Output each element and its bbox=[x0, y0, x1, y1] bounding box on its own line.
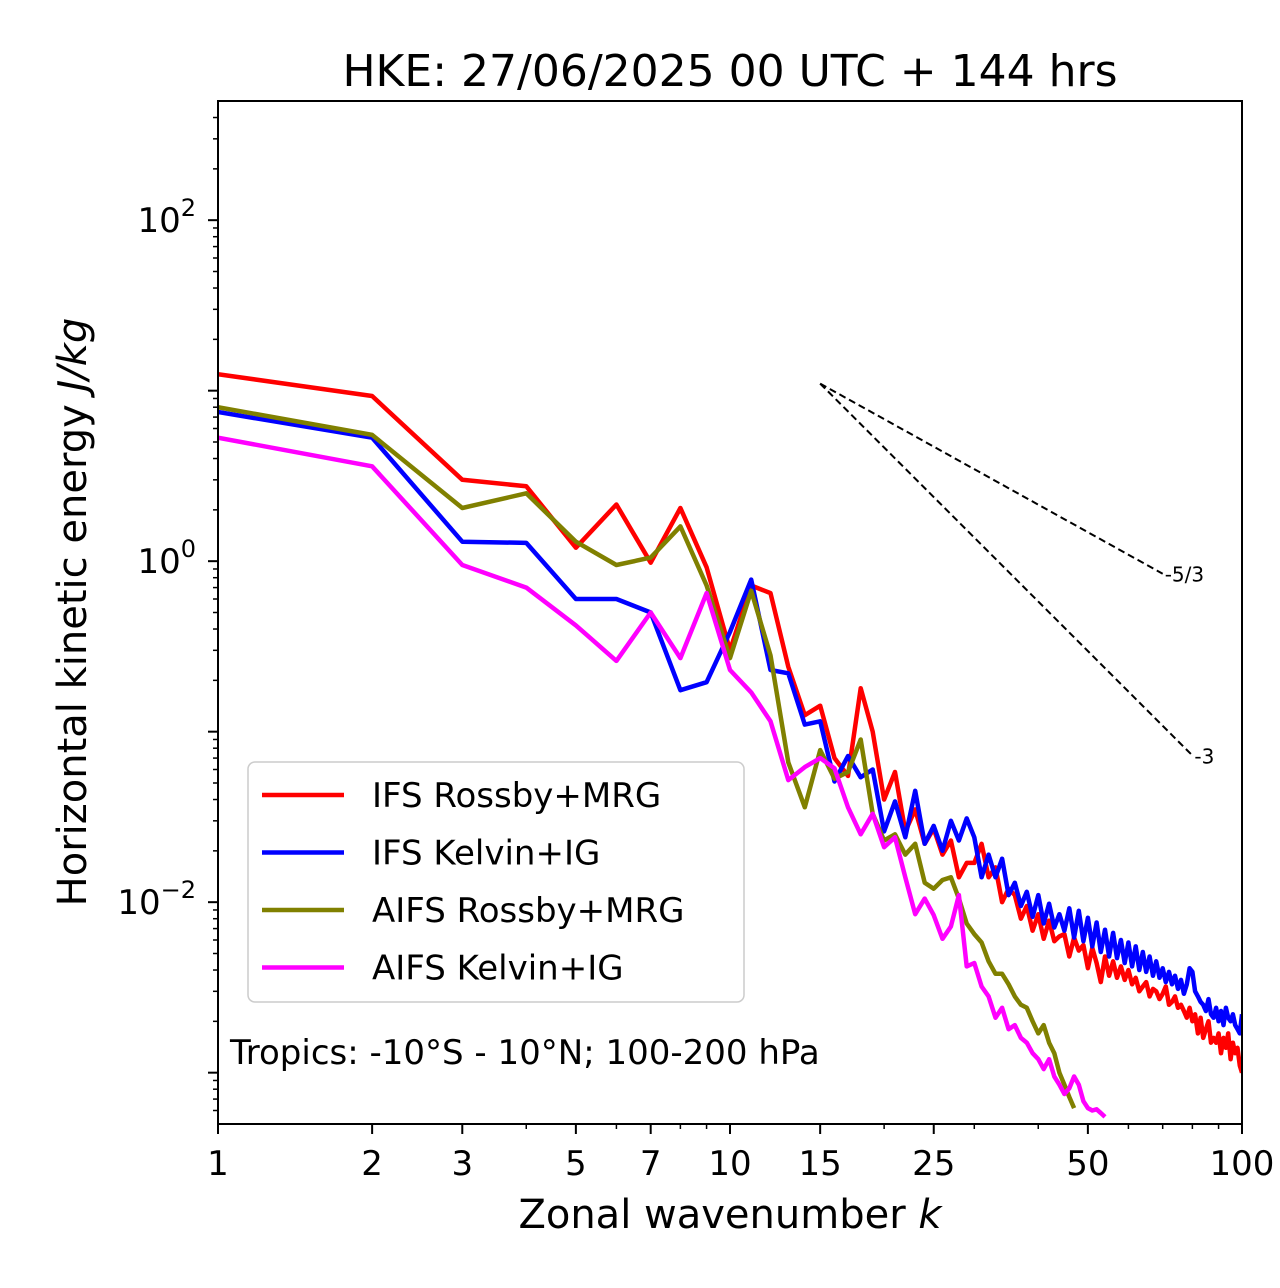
chart-title: HKE: 27/06/2025 00 UTC + 144 hrs bbox=[342, 46, 1117, 97]
legend: IFS Rossby+MRG IFS Kelvin+IG AIFS Rossby+M… bbox=[247, 761, 745, 1003]
y-tick-label: 102 bbox=[137, 194, 196, 241]
series-line-4 bbox=[218, 435, 1107, 1119]
x-tick-label: 10 bbox=[708, 1144, 751, 1184]
series-line-2 bbox=[218, 409, 1242, 1036]
x-tick-label: 3 bbox=[451, 1144, 473, 1184]
y-tick-label: 100 bbox=[137, 535, 196, 582]
x-axis-label: Zonal wavenumber k bbox=[518, 1192, 943, 1238]
legend-label-3: AIFS Rossby+MRG bbox=[372, 891, 684, 931]
legend-label-4: AIFS Kelvin+IG bbox=[372, 949, 624, 989]
x-tick-label: 7 bbox=[640, 1144, 662, 1184]
reference-slope-label-2: -3 bbox=[1194, 744, 1214, 768]
legend-box bbox=[247, 761, 745, 1003]
y-axis-label: Horizontal kinetic energy J/kg bbox=[50, 318, 96, 907]
reference-slope-line-1 bbox=[819, 382, 1164, 575]
x-tick-label: 100 bbox=[1210, 1144, 1275, 1184]
legend-label-1: IFS Rossby+MRG bbox=[372, 776, 661, 816]
region-annotation: Tropics: -10°S - 10°N; 100-200 hPa bbox=[229, 1033, 820, 1073]
x-tick-label: 5 bbox=[565, 1144, 587, 1184]
x-tick-label: 50 bbox=[1066, 1144, 1109, 1184]
reference-slope-line-2 bbox=[819, 382, 1194, 757]
legend-label-2: IFS Kelvin+IG bbox=[372, 834, 600, 874]
x-tick-label: 25 bbox=[912, 1144, 955, 1184]
x-tick-label: 15 bbox=[799, 1144, 842, 1184]
reference-slopes: -5/3 -3 bbox=[819, 382, 1214, 768]
legend-entries: IFS Rossby+MRG IFS Kelvin+IG AIFS Rossby+M… bbox=[262, 776, 684, 989]
y-axis-ticks: 10−2 100 102 bbox=[117, 116, 218, 1112]
reference-slope-label-1: -5/3 bbox=[1165, 563, 1204, 587]
x-tick-label: 2 bbox=[361, 1144, 383, 1184]
series-line-3 bbox=[218, 404, 1077, 1109]
y-tick-label: 10−2 bbox=[117, 876, 196, 923]
series-line-1 bbox=[218, 371, 1242, 1074]
x-tick-label: 1 bbox=[207, 1144, 229, 1184]
series-layer bbox=[218, 371, 1242, 1119]
x-axis-ticks: 1 2 3 5 7 10 15 25 50 100 bbox=[207, 1124, 1274, 1184]
